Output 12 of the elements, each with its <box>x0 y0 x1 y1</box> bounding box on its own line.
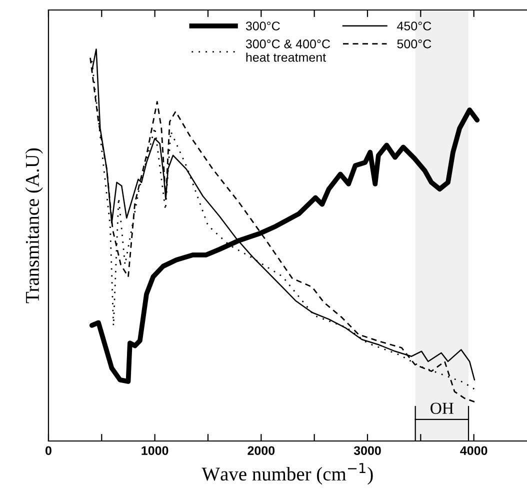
legend-label: 500°C <box>397 39 432 48</box>
x-tick-label: 2000 <box>248 446 275 456</box>
x-tick-label: 1000 <box>142 446 168 456</box>
x-tick-label: 0 <box>46 446 52 456</box>
legend-label: 300°C & 400°C heat treatment <box>246 39 330 62</box>
x-tick-label: 3000 <box>354 446 381 456</box>
y-axis-title: Transmitance (A.U) <box>25 148 43 304</box>
x-tick-label: 4000 <box>460 446 488 456</box>
legend-label: 300°C <box>246 22 280 30</box>
x-axis-title: Wave number (cm$^{−1}$) <box>202 463 373 485</box>
legend-label: 450°C <box>397 22 432 30</box>
band-label: OH <box>430 402 454 414</box>
